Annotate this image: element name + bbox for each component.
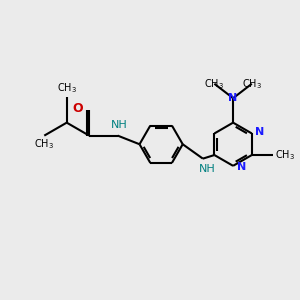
Text: CH$_3$: CH$_3$ (57, 82, 77, 95)
Text: O: O (72, 102, 83, 115)
Text: NH: NH (111, 120, 128, 130)
Text: CH$_3$: CH$_3$ (204, 77, 224, 91)
Text: CH$_3$: CH$_3$ (242, 77, 262, 91)
Text: N: N (255, 127, 265, 137)
Text: N: N (237, 162, 246, 172)
Text: CH$_3$: CH$_3$ (34, 137, 54, 151)
Text: NH: NH (199, 164, 216, 174)
Text: N: N (229, 93, 238, 103)
Text: CH$_3$: CH$_3$ (275, 148, 295, 162)
